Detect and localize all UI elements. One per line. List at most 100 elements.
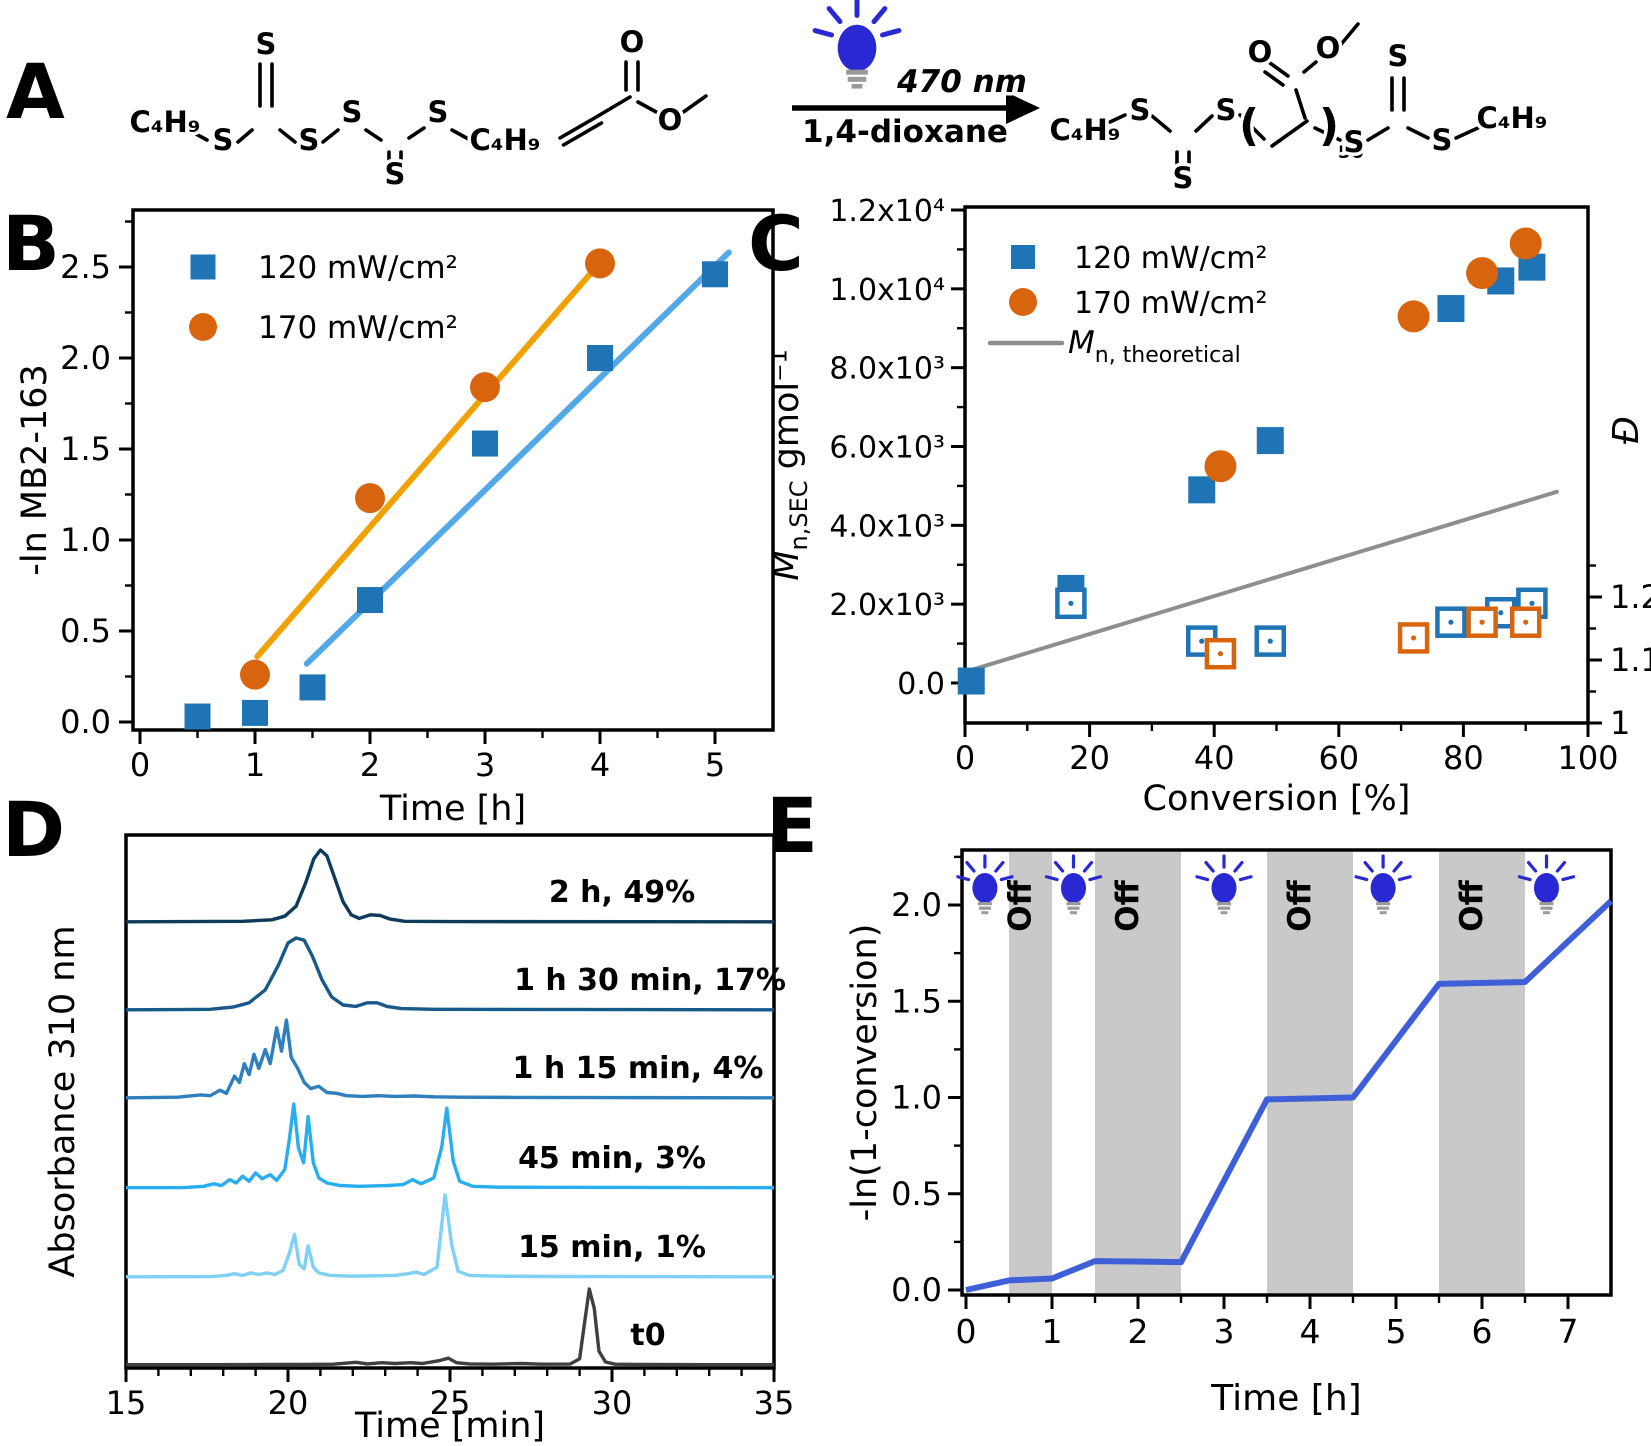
series-170: [240, 248, 615, 690]
panel-b-axes: 0 1 2 3 4 5 0.0 0.5 1.0 1.5 2.0 2.5 Time [h] -ln MB2-…: [15, 220, 725, 829]
off-band: [1439, 852, 1525, 1293]
panel-c-legend: 120 mW/cm² 170 mW/cm² Mn, theoretical: [987, 241, 1268, 368]
bulb-base: [977, 902, 992, 906]
x-tick-label: 60: [1318, 739, 1359, 777]
y-left-tick-label: 4.0x10³: [829, 509, 945, 544]
dispersity-center-dot: [1498, 610, 1504, 616]
atom-label: ₅₀: [1338, 131, 1364, 166]
x-tick-label: 0: [130, 746, 150, 784]
legend-label: 120 mW/cm²: [1074, 241, 1268, 276]
bulb-base: [847, 76, 867, 82]
x-tick-label: 4: [590, 746, 610, 784]
y-tick-label: 0.0: [891, 1271, 942, 1309]
data-point-square: [184, 703, 211, 730]
bulb-glass: [1061, 873, 1086, 903]
data-point-square: [299, 674, 326, 701]
atom-label: S: [1130, 93, 1151, 127]
atom-label: S: [1173, 161, 1194, 195]
bulb-glass: [1370, 873, 1396, 903]
y-left-tick-label: 8.0x10³: [829, 352, 945, 387]
atom-label: S: [256, 27, 277, 61]
y-tick-label: 2.5: [60, 248, 111, 286]
dispersity-series: [1204, 606, 1542, 670]
legend-label: 170 mW/cm²: [258, 310, 458, 346]
bulb-base: [1376, 902, 1391, 906]
x-tick-label: 3: [1214, 1312, 1235, 1351]
bulb-glass: [972, 873, 998, 903]
legend-label: 120 mW/cm²: [258, 250, 458, 286]
light-bulb-icon: [1195, 854, 1253, 915]
off-bands: [1009, 852, 1525, 1293]
y-tick-label: 1.0: [60, 521, 111, 559]
bulb-base: [1543, 911, 1550, 915]
data-point-circle: [1466, 257, 1499, 290]
atom-label: S: [1432, 123, 1453, 157]
atom-label: C₄H₉: [1050, 113, 1121, 147]
bulb-base: [1067, 906, 1080, 910]
atom-label: S: [1344, 125, 1365, 159]
y-left-tick-label: 1.2x10⁴: [829, 194, 945, 229]
panel-b-kinetics-chart: 0 1 2 3 4 5 0.0 0.5 1.0 1.5 2.0 2.5 Time [h] -ln MB2-…: [15, 208, 775, 829]
y-axis-title: -ln(1-conversion): [845, 924, 885, 1222]
x-tick-label: 4: [1300, 1312, 1321, 1351]
light-bulb-icon: [812, 0, 902, 89]
bulb-base: [981, 911, 989, 915]
panel-e-axes: 0 1 2 3 4 5 6 7 0.0 0.5 1.0 1.5 2.0 Time [h] -ln(1-con…: [845, 855, 1579, 1419]
data-point-circle: [1509, 227, 1542, 260]
mn-theoretical-line: [963, 489, 1559, 674]
data-point-circle: [470, 372, 500, 403]
legend-label: 170 mW/cm²: [1074, 286, 1268, 321]
atom-label: S: [1216, 93, 1237, 127]
y-tick-label: 1.0: [891, 1079, 942, 1117]
sec-trace-line: [125, 848, 775, 924]
bulb-base: [846, 69, 868, 75]
trace-annotation: 2 h, 49%: [549, 875, 695, 910]
data-point-square: [587, 345, 613, 371]
x-tick-label: 0: [956, 1312, 977, 1351]
dispersity-center-dot: [1529, 600, 1535, 606]
light-bulb-icon: [1044, 854, 1103, 915]
fit-line: [254, 253, 609, 660]
sec-trace: 1 h 15 min, 4%: [125, 1018, 775, 1100]
bulb-base: [1066, 902, 1081, 906]
dispersity-center-dot: [1267, 638, 1273, 644]
y-left-tick-label: 6.0x10³: [829, 431, 945, 466]
legend-marker-square: [1011, 245, 1035, 269]
y-right-tick-label: 1: [1610, 704, 1630, 742]
y-axis-title: -ln MB2-163: [15, 364, 55, 576]
panel-e-label: E: [766, 781, 818, 870]
dispersity-open-square: [1509, 606, 1542, 638]
off-band: [1009, 852, 1052, 1293]
bulb-glass: [1211, 873, 1237, 903]
y-tick-label: 2.0: [891, 886, 942, 924]
y-right-tick-label: 1.2: [1610, 578, 1651, 616]
y-left-axis-title: Mn,SEC gmol⁻¹: [767, 349, 813, 580]
x-tick-label: 5: [705, 746, 725, 784]
solvent-label: 1,4-dioxane: [802, 114, 1008, 150]
off-band: [1095, 852, 1181, 1293]
bulb-base: [1220, 911, 1228, 915]
x-tick-label: 1: [1042, 1312, 1063, 1351]
legend-marker-square: [190, 254, 216, 280]
bulb-glass: [1534, 873, 1559, 903]
dispersity-center-dot: [1199, 638, 1205, 644]
y-axis-title: Absorbance 310 nm: [43, 925, 83, 1277]
plot-frame: [124, 833, 776, 1370]
x-tick-label: 2: [1128, 1312, 1149, 1351]
y-tick-label: 0.5: [891, 1175, 942, 1213]
bulb-base: [1379, 911, 1387, 915]
atom-label: S: [299, 123, 320, 157]
sec-trace-line: [126, 1287, 774, 1367]
bulb-glass: [837, 24, 877, 72]
data-point-circle: [355, 483, 385, 514]
trace-annotation: 15 min, 1%: [518, 1230, 706, 1265]
sec-trace: 15 min, 1%: [125, 1193, 775, 1279]
data-point-circle: [240, 659, 270, 690]
panel-d-label: D: [2, 785, 66, 874]
mn-series-170: [1204, 227, 1542, 483]
panel-c-axes: 0 20 40 60 80 100 0.0 2.0x10³ 4.0x10³ 6.0x10³ 8.0x…: [767, 194, 1651, 819]
atom-label: ): [1319, 100, 1339, 151]
bond-lines: [194, 22, 1482, 170]
